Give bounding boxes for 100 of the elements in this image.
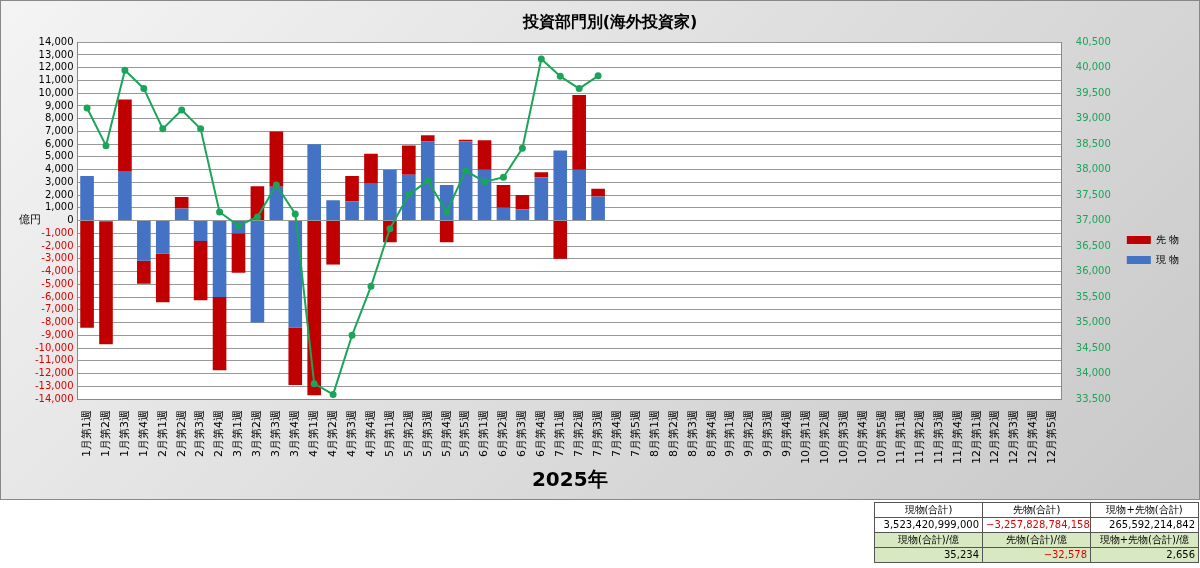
x-tick-label: 2月第2週 xyxy=(174,410,188,457)
x-axis-title: 2025年 xyxy=(531,467,608,492)
text: −32,578 xyxy=(982,547,1091,563)
text: 現物(合計)/億 xyxy=(874,532,983,548)
x-tick-label: 8月第3週 xyxy=(685,410,699,457)
x-tick-label: 9月第1週 xyxy=(723,410,737,457)
y2-tick-label: 37,500 xyxy=(1075,188,1111,200)
y-tick-label: 5,000 xyxy=(44,150,74,162)
y-tick-label: 10,000 xyxy=(38,86,74,98)
x-tick-label: 7月第1週 xyxy=(553,410,567,457)
x-tick-label: 3月第3週 xyxy=(269,410,283,457)
y-tick-label: -10,000 xyxy=(34,341,74,353)
y-tick-label: 11,000 xyxy=(38,74,74,86)
x-tick-label: 12月第5週 xyxy=(1045,410,1059,464)
x-tick-label: 1月第3週 xyxy=(117,410,131,457)
y2-tick-label: 35,000 xyxy=(1075,316,1111,328)
x-tick-label: 10月第2週 xyxy=(818,410,832,464)
x-tick-label: 4月第4週 xyxy=(363,410,377,457)
legend-label: 先 物 xyxy=(1155,233,1180,245)
y-tick-label: 0 xyxy=(67,214,74,226)
x-tick-label: 10月第4週 xyxy=(855,410,869,464)
text: −3,257,828,784,158 xyxy=(982,517,1091,533)
y-tick-label: 13,000 xyxy=(38,48,74,60)
y2-tick-label: 38,500 xyxy=(1075,137,1111,149)
y-tick-label: -7,000 xyxy=(41,303,74,315)
text: 先物(合計)/億 xyxy=(982,532,1091,548)
y-tick-label: 4,000 xyxy=(44,163,74,175)
y-tick-label: 14,000 xyxy=(38,35,74,47)
text: 現物(合計) xyxy=(874,502,983,518)
text: 265,592,214,842 xyxy=(1090,517,1199,533)
x-tick-label: 6月第2週 xyxy=(496,410,510,457)
text: 35,234 xyxy=(874,547,983,563)
y2-tick-label: 33,500 xyxy=(1075,392,1111,404)
x-tick-label: 2月第4週 xyxy=(212,410,226,457)
x-tick-label: 7月第2週 xyxy=(572,410,586,457)
text: 現物+先物(合計)/億 xyxy=(1090,532,1199,548)
x-tick-label: 12月第2週 xyxy=(988,410,1002,464)
chart-title: 投資部門別(海外投資家) xyxy=(521,11,698,31)
x-tick-label: 1月第1週 xyxy=(79,410,93,457)
y2-tick-label: 36,000 xyxy=(1075,265,1111,277)
x-tick-label: 6月第4週 xyxy=(534,410,548,457)
x-tick-label: 4月第3週 xyxy=(344,410,358,457)
y-tick-label: -3,000 xyxy=(41,252,74,264)
y-tick-label: -5,000 xyxy=(41,277,74,289)
y-tick-label: 6,000 xyxy=(44,137,74,149)
x-tick-label: 3月第1週 xyxy=(231,410,245,457)
y2-tick-label: 38,000 xyxy=(1075,163,1111,175)
x-tick-label: 5月第1週 xyxy=(382,410,396,457)
x-tick-label: 7月第4週 xyxy=(609,410,623,457)
y2-tick-label: 37,000 xyxy=(1075,214,1111,226)
x-tick-label: 2月第1週 xyxy=(155,410,169,457)
x-tick-label: 7月第5週 xyxy=(628,410,642,457)
text: 2,656 xyxy=(1090,547,1199,563)
x-tick-label: 3月第4週 xyxy=(288,410,302,457)
y-tick-label: -13,000 xyxy=(34,379,74,391)
x-tick-label: 4月第2週 xyxy=(325,410,339,457)
x-tick-label: 3月第2週 xyxy=(250,410,264,457)
x-tick-label: 6月第1週 xyxy=(477,410,491,457)
y2-tick-label: 35,500 xyxy=(1075,290,1111,302)
y-tick-label: -9,000 xyxy=(41,328,74,340)
x-tick-label: 9月第2週 xyxy=(742,410,756,457)
y2-tick-label: 34,000 xyxy=(1075,367,1111,379)
text: 3,523,420,999,000 xyxy=(874,517,983,533)
y-tick-label: 2,000 xyxy=(44,188,74,200)
x-tick-label: 12月第4週 xyxy=(1026,410,1040,464)
x-tick-label: 9月第3週 xyxy=(761,410,775,457)
y-tick-label: 7,000 xyxy=(44,124,74,136)
y2-tick-label: 40,500 xyxy=(1075,35,1111,47)
y-tick-label: -1,000 xyxy=(41,226,74,238)
x-tick-label: 10月第1週 xyxy=(799,410,813,464)
y-tick-label: -2,000 xyxy=(41,239,74,251)
x-tick-label: 5月第2週 xyxy=(401,410,415,457)
text: 現物+先物(合計) xyxy=(1090,502,1199,518)
x-tick-label: 12月第3週 xyxy=(1007,410,1021,464)
text: 先物(合計) xyxy=(982,502,1091,518)
y-tick-label: -6,000 xyxy=(41,290,74,302)
y-tick-label: -8,000 xyxy=(41,316,74,328)
legend-label: 現 物 xyxy=(1155,253,1180,265)
x-tick-label: 5月第3週 xyxy=(420,410,434,457)
y-axis-title: 億円 xyxy=(19,213,41,227)
x-tick-label: 8月第2週 xyxy=(666,410,680,457)
x-tick-label: 7月第3週 xyxy=(590,410,604,457)
y-tick-label: 3,000 xyxy=(44,175,74,187)
y2-tick-label: 39,000 xyxy=(1075,112,1111,124)
y-tick-label: 1,000 xyxy=(44,201,74,213)
x-tick-label: 10月第3週 xyxy=(837,410,851,464)
x-tick-label: 11月第3週 xyxy=(931,410,945,464)
x-tick-label: 11月第1週 xyxy=(893,410,907,464)
y2-tick-label: 34,500 xyxy=(1075,341,1111,353)
x-tick-label: 6月第3週 xyxy=(515,410,529,457)
x-tick-label: 5月第4週 xyxy=(439,410,453,457)
x-tick-label: 11月第4週 xyxy=(950,410,964,464)
x-tick-label: 12月第1週 xyxy=(969,410,983,464)
y-tick-label: -4,000 xyxy=(41,265,74,277)
y-tick-label: -12,000 xyxy=(34,367,74,379)
x-tick-label: 11月第2週 xyxy=(912,410,926,464)
x-tick-label: 9月第4週 xyxy=(780,410,794,457)
x-tick-label: 1月第4週 xyxy=(136,410,150,457)
x-tick-label: 4月第1週 xyxy=(307,410,321,457)
y-tick-label: -11,000 xyxy=(34,354,74,366)
